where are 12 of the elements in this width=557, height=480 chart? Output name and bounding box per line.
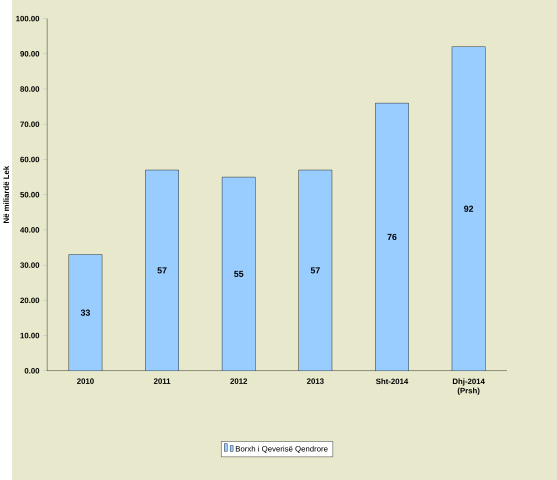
data-label: 76 bbox=[387, 234, 397, 240]
bar bbox=[145, 170, 179, 371]
data-label: 33 bbox=[80, 309, 90, 316]
data-label: 57 bbox=[157, 267, 167, 274]
bar bbox=[452, 46, 486, 371]
bar bbox=[375, 102, 409, 371]
data-label: 57 bbox=[310, 267, 320, 274]
data-label: 92 bbox=[464, 205, 474, 212]
bar bbox=[222, 176, 256, 371]
bar bbox=[298, 170, 332, 371]
data-label: 55 bbox=[234, 270, 244, 277]
bar bbox=[68, 254, 102, 371]
